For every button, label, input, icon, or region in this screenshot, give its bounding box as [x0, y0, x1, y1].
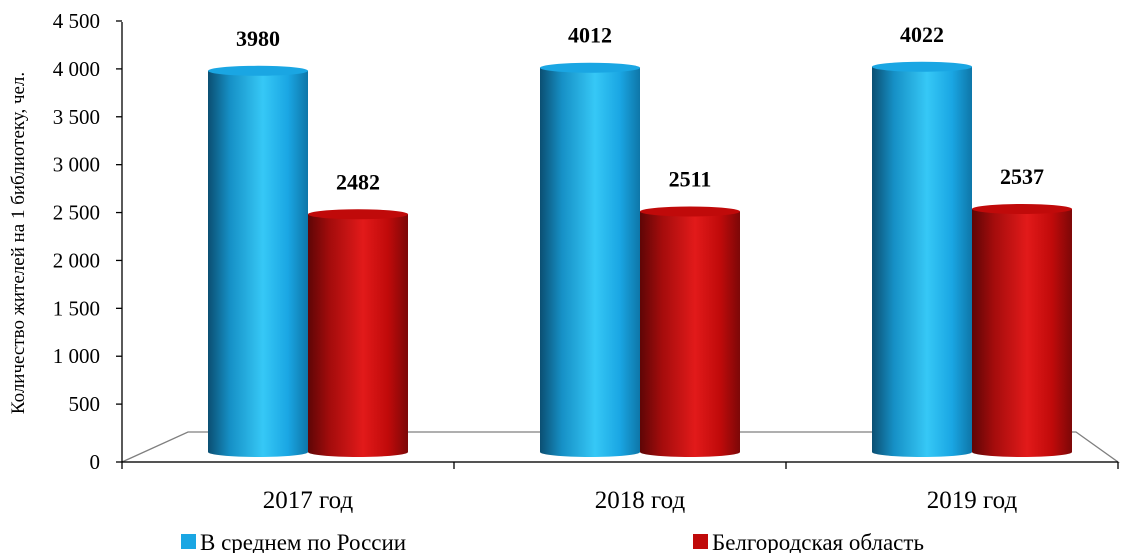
y-tick-label: 4 000 — [53, 57, 100, 81]
bar-belgorod-cap — [308, 209, 408, 220]
bar-belgorod — [972, 204, 1072, 457]
bar-belgorod-body — [640, 211, 740, 457]
bar-russia — [208, 65, 308, 457]
bar-belgorod-cap — [972, 204, 1072, 215]
bar-russia — [872, 61, 972, 457]
bar-russia-cap — [208, 65, 308, 76]
y-tick-label: 4 500 — [53, 9, 100, 33]
y-tick-label: 1 000 — [53, 344, 100, 368]
y-tick-label: 3 500 — [53, 105, 100, 129]
data-label: 2482 — [336, 169, 380, 194]
bar-russia-cap — [540, 62, 640, 73]
bar-belgorod — [308, 209, 408, 457]
y-axis-label: Количество жителей на 1 библиотеку, чел. — [8, 72, 29, 414]
y-tick-label: 500 — [69, 392, 101, 416]
y-tick-label: 0 — [90, 450, 101, 474]
y-axis-ticks: 0 500 1 000 1 500 2 000 2 500 3 000 3 500 4 000 4… — [53, 9, 122, 474]
data-label: 2511 — [669, 167, 712, 192]
bar-belgorod — [640, 206, 740, 457]
legend-swatch-russia — [181, 534, 196, 549]
category-label: 2018 год — [595, 487, 686, 514]
bars — [208, 61, 1072, 457]
category-label: 2019 год — [927, 487, 1018, 514]
bar-russia-body — [208, 70, 308, 457]
data-label: 2537 — [1000, 164, 1044, 189]
data-label: 4012 — [568, 23, 612, 48]
y-tick-label: 1 500 — [53, 296, 100, 320]
data-labels: 3980 2482 4012 2511 4022 2537 — [236, 22, 1044, 194]
legend-label-belgorod: Белгородская область — [712, 530, 924, 553]
bar-russia — [540, 62, 640, 457]
legend-swatch-belgorod — [693, 534, 708, 549]
category-labels: 2017 год 2018 год 2019 год — [263, 487, 1018, 514]
bar-russia-body — [872, 66, 972, 457]
data-label: 4022 — [900, 22, 944, 47]
bar-russia-body — [540, 67, 640, 457]
x-axis-ticks — [121, 462, 1119, 469]
bar-russia-cap — [872, 61, 972, 72]
y-tick-label: 2 500 — [53, 201, 100, 225]
legend-label-russia: В среднем по России — [200, 530, 406, 553]
bar-belgorod-cap — [640, 206, 740, 217]
bar-belgorod-body — [972, 209, 1072, 457]
legend: В среднем по России Белгородская область — [181, 530, 924, 553]
y-tick-label: 2 000 — [53, 248, 100, 272]
category-label: 2017 год — [263, 487, 354, 514]
data-label: 3980 — [236, 26, 280, 51]
bar-belgorod-body — [308, 214, 408, 457]
y-tick-label: 3 000 — [53, 153, 100, 177]
